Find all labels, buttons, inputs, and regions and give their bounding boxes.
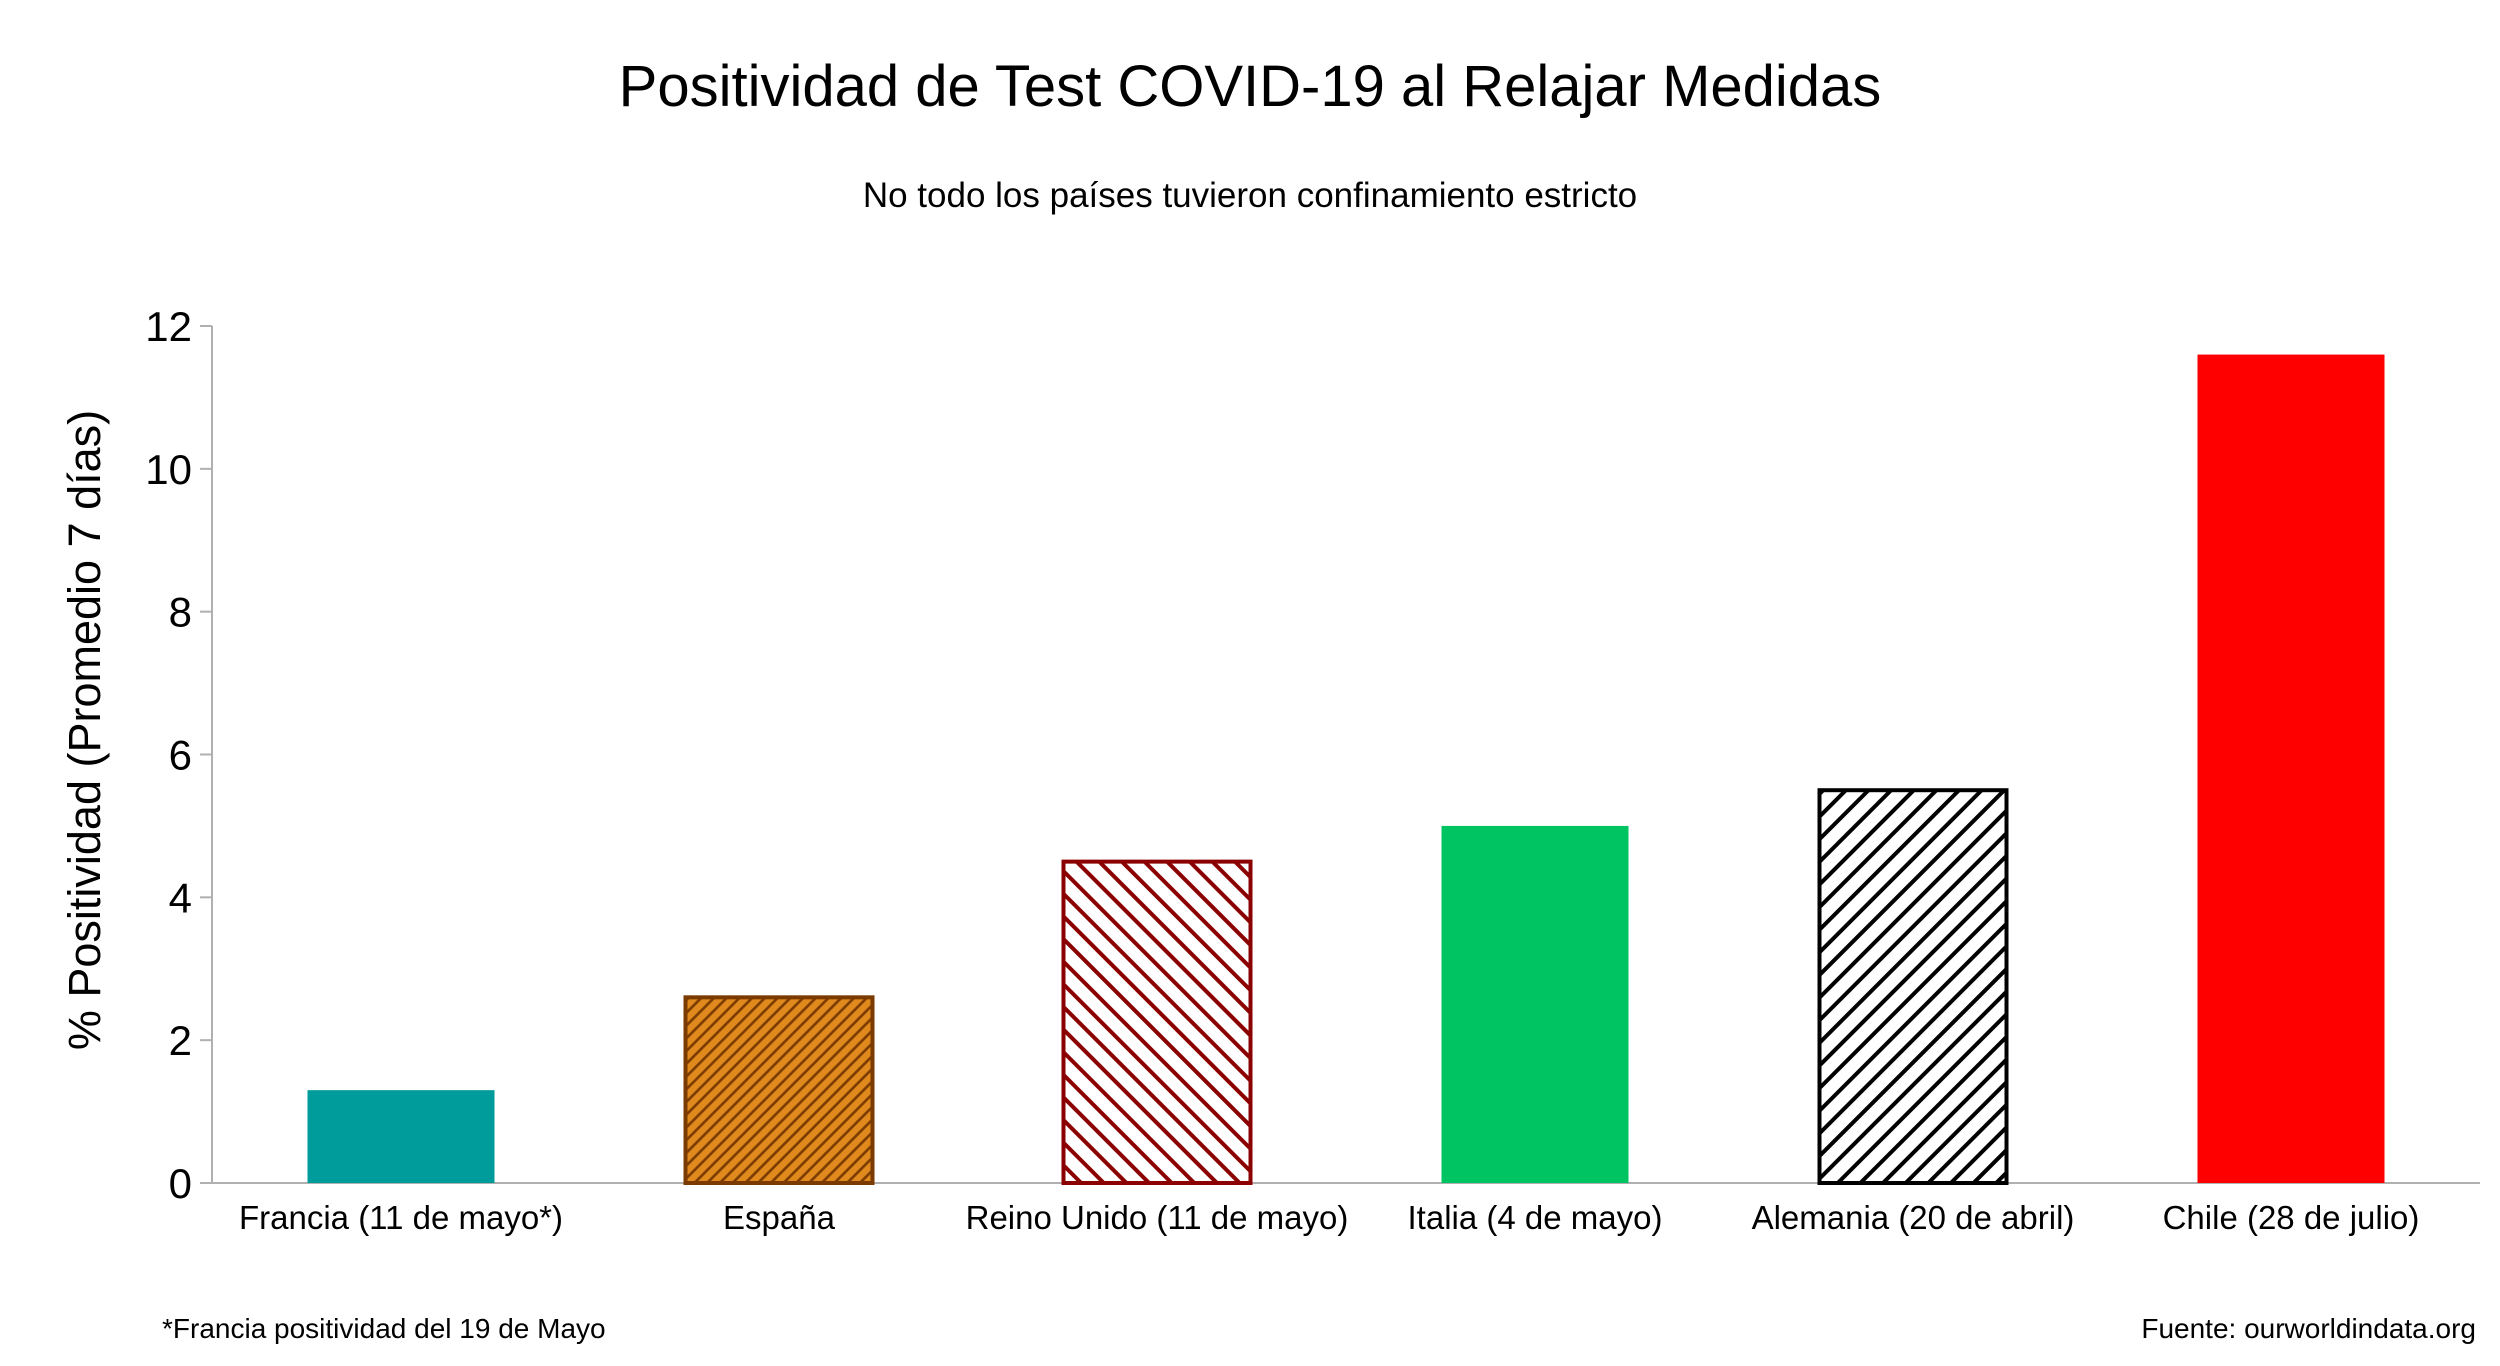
y-tick-label: 2 <box>169 1017 192 1064</box>
x-tick-label: España <box>723 1199 836 1236</box>
x-tick-label: Chile (28 de julio) <box>2163 1199 2420 1236</box>
x-tick-label: Italia (4 de mayo) <box>1408 1199 1663 1236</box>
y-tick-label: 4 <box>169 874 192 921</box>
y-tick-label: 6 <box>169 732 192 779</box>
x-tick-label: Francia (11 de mayo*) <box>239 1199 563 1236</box>
source-note: Fuente: ourworldindata.org <box>2141 1313 2476 1344</box>
chart-title: Positividad de Test COVID-19 al Relajar … <box>618 54 1882 119</box>
x-tick-label: Reino Unido (11 de mayo) <box>966 1199 1349 1236</box>
x-tick-label: Alemania (20 de abril) <box>1752 1199 2075 1236</box>
y-tick-label: 0 <box>169 1160 192 1207</box>
bar-6 <box>2197 354 2385 1184</box>
y-tick-label: 12 <box>145 303 192 350</box>
bar-5 <box>1817 788 2009 1185</box>
footnote: *Francia positividad del 19 de Mayo <box>162 1313 606 1344</box>
y-tick-label: 10 <box>145 446 192 493</box>
bar-3 <box>1061 859 1253 1185</box>
bar-1 <box>307 1090 495 1183</box>
y-axis-title: % Positividad (Promedio 7 días) <box>59 410 110 1050</box>
y-tick-label: 8 <box>169 589 192 636</box>
bar-2 <box>683 995 875 1185</box>
chart-subtitle: No todo los países tuvieron confinamient… <box>862 176 1638 215</box>
bar-4 <box>1441 825 1629 1183</box>
